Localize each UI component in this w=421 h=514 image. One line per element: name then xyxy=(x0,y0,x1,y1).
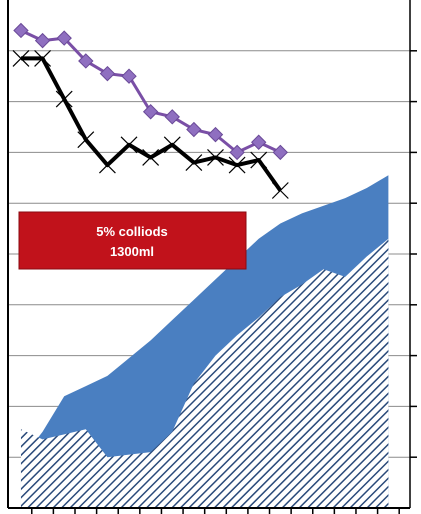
x-marker xyxy=(228,156,246,174)
axes xyxy=(7,0,417,514)
x-marker xyxy=(120,136,138,154)
diamond-marker xyxy=(251,134,267,150)
black-line-series xyxy=(20,56,282,192)
x-marker-stroke xyxy=(163,136,181,154)
x-marker-stroke xyxy=(185,154,203,171)
x-marker-stroke xyxy=(142,149,160,166)
annotation-group: 5% colliods 1300ml xyxy=(18,211,247,270)
diamond-marker xyxy=(186,121,202,138)
diamond-marker xyxy=(164,109,180,125)
x-marker-stroke xyxy=(77,131,95,149)
line-series-group xyxy=(12,22,289,199)
x-marker-stroke xyxy=(250,151,268,169)
diamond-marker xyxy=(78,53,94,69)
x-marker xyxy=(98,156,116,174)
diamond-marker xyxy=(207,126,224,143)
diamond-marker xyxy=(56,30,72,46)
x-marker xyxy=(163,136,181,154)
area-series-group xyxy=(20,175,389,508)
diamond-marker xyxy=(272,144,289,161)
x-marker-stroke xyxy=(12,49,30,67)
diamond-marker xyxy=(13,22,29,39)
diamond-marker xyxy=(34,32,51,49)
x-marker xyxy=(142,149,160,166)
x-marker xyxy=(12,49,30,67)
annotation-line-1: 5% colliods xyxy=(96,224,168,239)
x-marker-stroke xyxy=(120,136,138,154)
x-marker xyxy=(207,149,224,166)
hatched-area-series xyxy=(20,238,389,508)
x-marker xyxy=(34,49,52,67)
x-marker xyxy=(250,151,268,169)
x-marker xyxy=(77,131,95,149)
x-marker-stroke xyxy=(55,90,73,108)
x-marker xyxy=(271,182,289,199)
diamond-marker xyxy=(142,104,159,120)
diamond-marker xyxy=(99,65,116,82)
annotation-line-2: 1300ml xyxy=(110,244,154,259)
annotation-box xyxy=(18,211,247,270)
x-marker xyxy=(55,90,73,108)
diamond-marker xyxy=(229,144,245,161)
diamond-marker xyxy=(121,68,137,84)
x-marker xyxy=(185,154,203,171)
x-marker-stroke xyxy=(34,49,52,67)
x-marker-stroke xyxy=(228,156,246,174)
x-marker-stroke xyxy=(98,156,116,174)
x-marker-stroke xyxy=(271,182,289,199)
x-marker-stroke xyxy=(207,149,224,166)
